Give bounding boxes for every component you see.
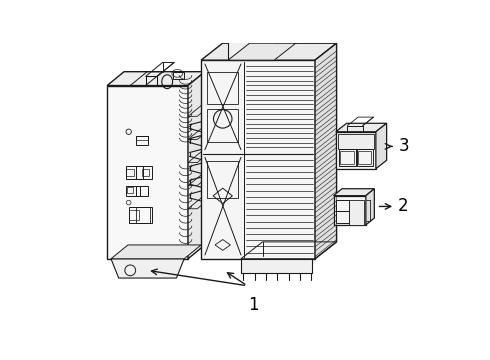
Polygon shape [201,43,337,60]
Bar [341,151,354,164]
Bar [126,166,143,179]
Bar [129,207,152,222]
Bar [207,161,238,198]
Bar [136,136,148,140]
Polygon shape [201,60,315,259]
Polygon shape [336,123,387,132]
Bar [339,149,356,166]
Bar [358,151,370,164]
Polygon shape [334,189,374,195]
Polygon shape [107,86,188,259]
Bar [136,136,148,145]
Polygon shape [107,72,205,86]
Bar [349,199,364,225]
Text: 3: 3 [398,138,409,156]
Text: 2: 2 [398,197,409,215]
Polygon shape [334,195,366,225]
Text: 1: 1 [248,296,259,314]
Bar [338,134,373,149]
Bar [127,187,133,193]
Bar [336,211,349,222]
Bar [240,26,255,32]
Bar [126,186,140,197]
Bar [241,259,312,273]
Bar [336,199,349,211]
Polygon shape [315,43,337,259]
Polygon shape [188,72,205,259]
Polygon shape [228,32,274,60]
Bar [357,149,373,166]
Bar [136,207,150,222]
Bar [142,169,149,176]
Bar [136,166,152,179]
Polygon shape [111,259,184,278]
Polygon shape [376,123,387,169]
Bar [136,186,148,197]
Polygon shape [336,132,376,169]
Polygon shape [111,245,201,259]
Polygon shape [366,189,374,225]
Bar [207,109,238,142]
Bar [207,72,238,104]
Bar [129,210,139,220]
Polygon shape [228,43,296,60]
Bar [126,169,134,176]
